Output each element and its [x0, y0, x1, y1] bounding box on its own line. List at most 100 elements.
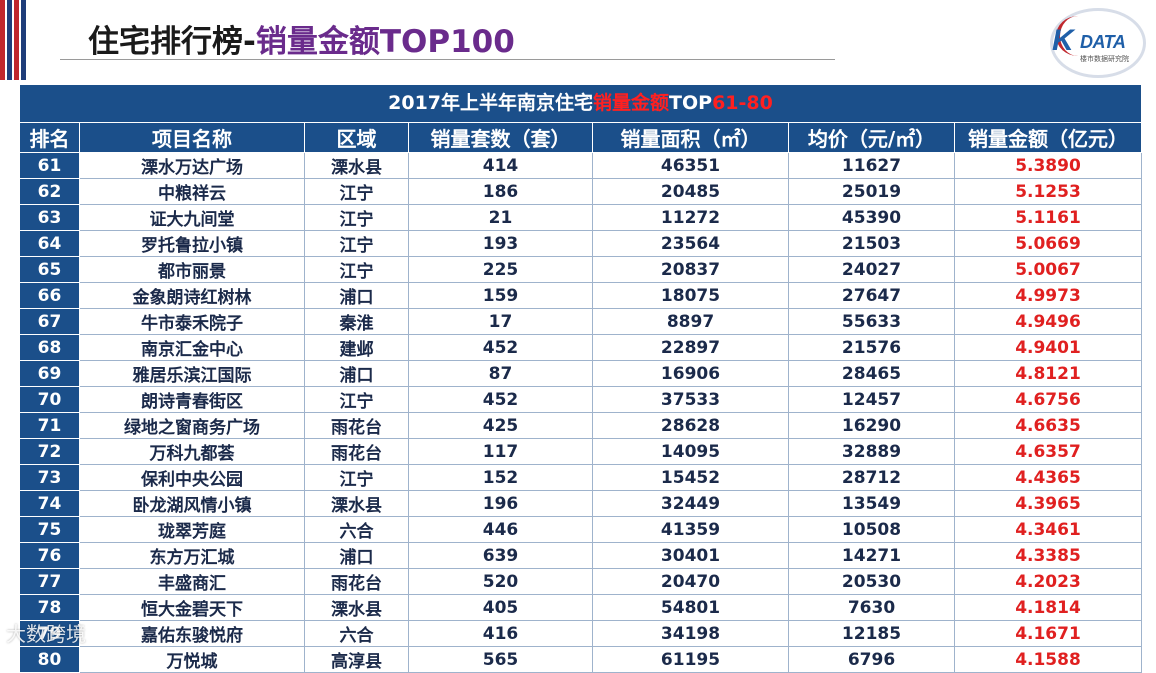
cell-project-name: 南京汇金中心	[79, 334, 305, 361]
cell-district: 江宁	[304, 204, 409, 231]
stripe	[14, 0, 19, 80]
cell-sales-amount: 4.8121	[954, 360, 1142, 387]
cell-area-sold: 46351	[592, 152, 789, 179]
cell-rank: 69	[19, 360, 80, 387]
page-title: 住宅排行榜-销量金额TOP100	[88, 16, 515, 61]
cell-avg-price: 21576	[788, 334, 955, 361]
table-row: 70 朗诗青春街区 江宁 452 37533 12457 4.6756	[19, 386, 1142, 413]
cell-units-sold: 446	[408, 516, 593, 543]
cell-rank: 76	[19, 542, 80, 569]
cell-units-sold: 21	[408, 204, 593, 231]
cell-units-sold: 196	[408, 490, 593, 517]
cell-area-sold: 61195	[592, 646, 789, 673]
cell-avg-price: 7630	[788, 594, 955, 621]
cell-avg-price: 28465	[788, 360, 955, 387]
cell-avg-price: 10508	[788, 516, 955, 543]
cell-rank: 80	[19, 646, 80, 673]
cell-rank: 66	[19, 282, 80, 309]
cell-area-sold: 34198	[592, 620, 789, 647]
cell-area-sold: 41359	[592, 516, 789, 543]
cell-sales-amount: 5.0669	[954, 230, 1142, 257]
table-row: 63 证大九间堂 江宁 21 11272 45390 5.1161	[19, 204, 1142, 231]
cell-district: 雨花台	[304, 568, 409, 595]
cell-sales-amount: 4.2023	[954, 568, 1142, 595]
table-row: 77 丰盛商汇 雨花台 520 20470 20530 4.2023	[19, 568, 1142, 595]
table-row: 72 万科九都荟 雨花台 117 14095 32889 4.6357	[19, 438, 1142, 465]
cell-sales-amount: 5.0067	[954, 256, 1142, 283]
logo-letter: K	[1052, 24, 1074, 57]
cell-area-sold: 20837	[592, 256, 789, 283]
cell-sales-amount: 4.9401	[954, 334, 1142, 361]
cell-project-name: 保利中央公园	[79, 464, 305, 491]
cell-rank: 70	[19, 386, 80, 413]
cell-avg-price: 13549	[788, 490, 955, 517]
cell-project-name: 嘉佑东骏悦府	[79, 620, 305, 647]
cell-area-sold: 8897	[592, 308, 789, 335]
cell-project-name: 万悦城	[79, 646, 305, 673]
page-title-accent: 销量金额TOP100	[255, 24, 515, 60]
cell-sales-amount: 4.6635	[954, 412, 1142, 439]
cell-rank: 65	[19, 256, 80, 283]
cell-rank: 77	[19, 568, 80, 595]
cell-rank: 67	[19, 308, 80, 335]
table-row: 61 溧水万达广场 溧水县 414 46351 11627 5.3890	[19, 152, 1142, 179]
cell-units-sold: 452	[408, 386, 593, 413]
header-avg-price: 均价（元/㎡）	[788, 122, 955, 153]
cell-sales-amount: 5.1253	[954, 178, 1142, 205]
title-divider	[60, 59, 835, 60]
cell-rank: 78	[19, 594, 80, 621]
cell-avg-price: 24027	[788, 256, 955, 283]
table-body: 61 溧水万达广场 溧水县 414 46351 11627 5.3890 62 中粮祥云 江宁 18…	[19, 152, 1142, 673]
table-row: 73 保利中央公园 江宁 152 15452 28712 4.4365	[19, 464, 1142, 491]
cell-avg-price: 32889	[788, 438, 955, 465]
left-decorative-stripes	[0, 0, 28, 80]
cell-project-name: 丰盛商汇	[79, 568, 305, 595]
cell-district: 浦口	[304, 360, 409, 387]
cell-area-sold: 37533	[592, 386, 789, 413]
cell-units-sold: 416	[408, 620, 593, 647]
cell-area-sold: 20485	[592, 178, 789, 205]
cell-avg-price: 12185	[788, 620, 955, 647]
cell-sales-amount: 4.6357	[954, 438, 1142, 465]
caption-prefix: 2017年上半年南京住宅	[388, 92, 594, 114]
cell-area-sold: 22897	[592, 334, 789, 361]
cell-sales-amount: 4.3385	[954, 542, 1142, 569]
cell-project-name: 罗托鲁拉小镇	[79, 230, 305, 257]
cell-district: 秦淮	[304, 308, 409, 335]
cell-project-name: 万科九都荟	[79, 438, 305, 465]
cell-project-name: 绿地之窗商务广场	[79, 412, 305, 439]
table-row: 71 绿地之窗商务广场 雨花台 425 28628 16290 4.6635	[19, 412, 1142, 439]
caption-top: TOP	[669, 92, 713, 114]
cell-district: 江宁	[304, 178, 409, 205]
table-row: 68 南京汇金中心 建邺 452 22897 21576 4.9401	[19, 334, 1142, 361]
caption-range: 61-80	[712, 92, 773, 114]
cell-units-sold: 17	[408, 308, 593, 335]
caption-highlight: 销量金额	[593, 92, 670, 114]
table-row: 75 珑翠芳庭 六合 446 41359 10508 4.3461	[19, 516, 1142, 543]
logo-subtitle: 楼市数据研究院	[1080, 55, 1129, 63]
cell-rank: 73	[19, 464, 80, 491]
cell-avg-price: 20530	[788, 568, 955, 595]
cell-sales-amount: 4.3965	[954, 490, 1142, 517]
cell-project-name: 东方万汇城	[79, 542, 305, 569]
table-row: 69 雅居乐滨江国际 浦口 87 16906 28465 4.8121	[19, 360, 1142, 387]
table-row: 74 卧龙湖风情小镇 溧水县 196 32449 13549 4.3965	[19, 490, 1142, 517]
cell-sales-amount: 4.3461	[954, 516, 1142, 543]
cell-district: 溧水县	[304, 594, 409, 621]
cell-project-name: 溧水万达广场	[79, 152, 305, 179]
cell-avg-price: 16290	[788, 412, 955, 439]
cell-sales-amount: 4.1671	[954, 620, 1142, 647]
cell-area-sold: 32449	[592, 490, 789, 517]
cell-district: 江宁	[304, 230, 409, 257]
cell-units-sold: 186	[408, 178, 593, 205]
cell-project-name: 中粮祥云	[79, 178, 305, 205]
cell-project-name: 都市丽景	[79, 256, 305, 283]
cell-area-sold: 15452	[592, 464, 789, 491]
cell-area-sold: 23564	[592, 230, 789, 257]
header-area-sold: 销量面积（㎡）	[592, 122, 789, 153]
cell-rank: 61	[19, 152, 80, 179]
ranking-table: 2017年上半年南京住宅销量金额TOP61-80 排名 项目名称 区域 销量套数（套）…	[19, 84, 1142, 673]
cell-rank: 71	[19, 412, 80, 439]
cell-rank: 74	[19, 490, 80, 517]
cell-avg-price: 27647	[788, 282, 955, 309]
